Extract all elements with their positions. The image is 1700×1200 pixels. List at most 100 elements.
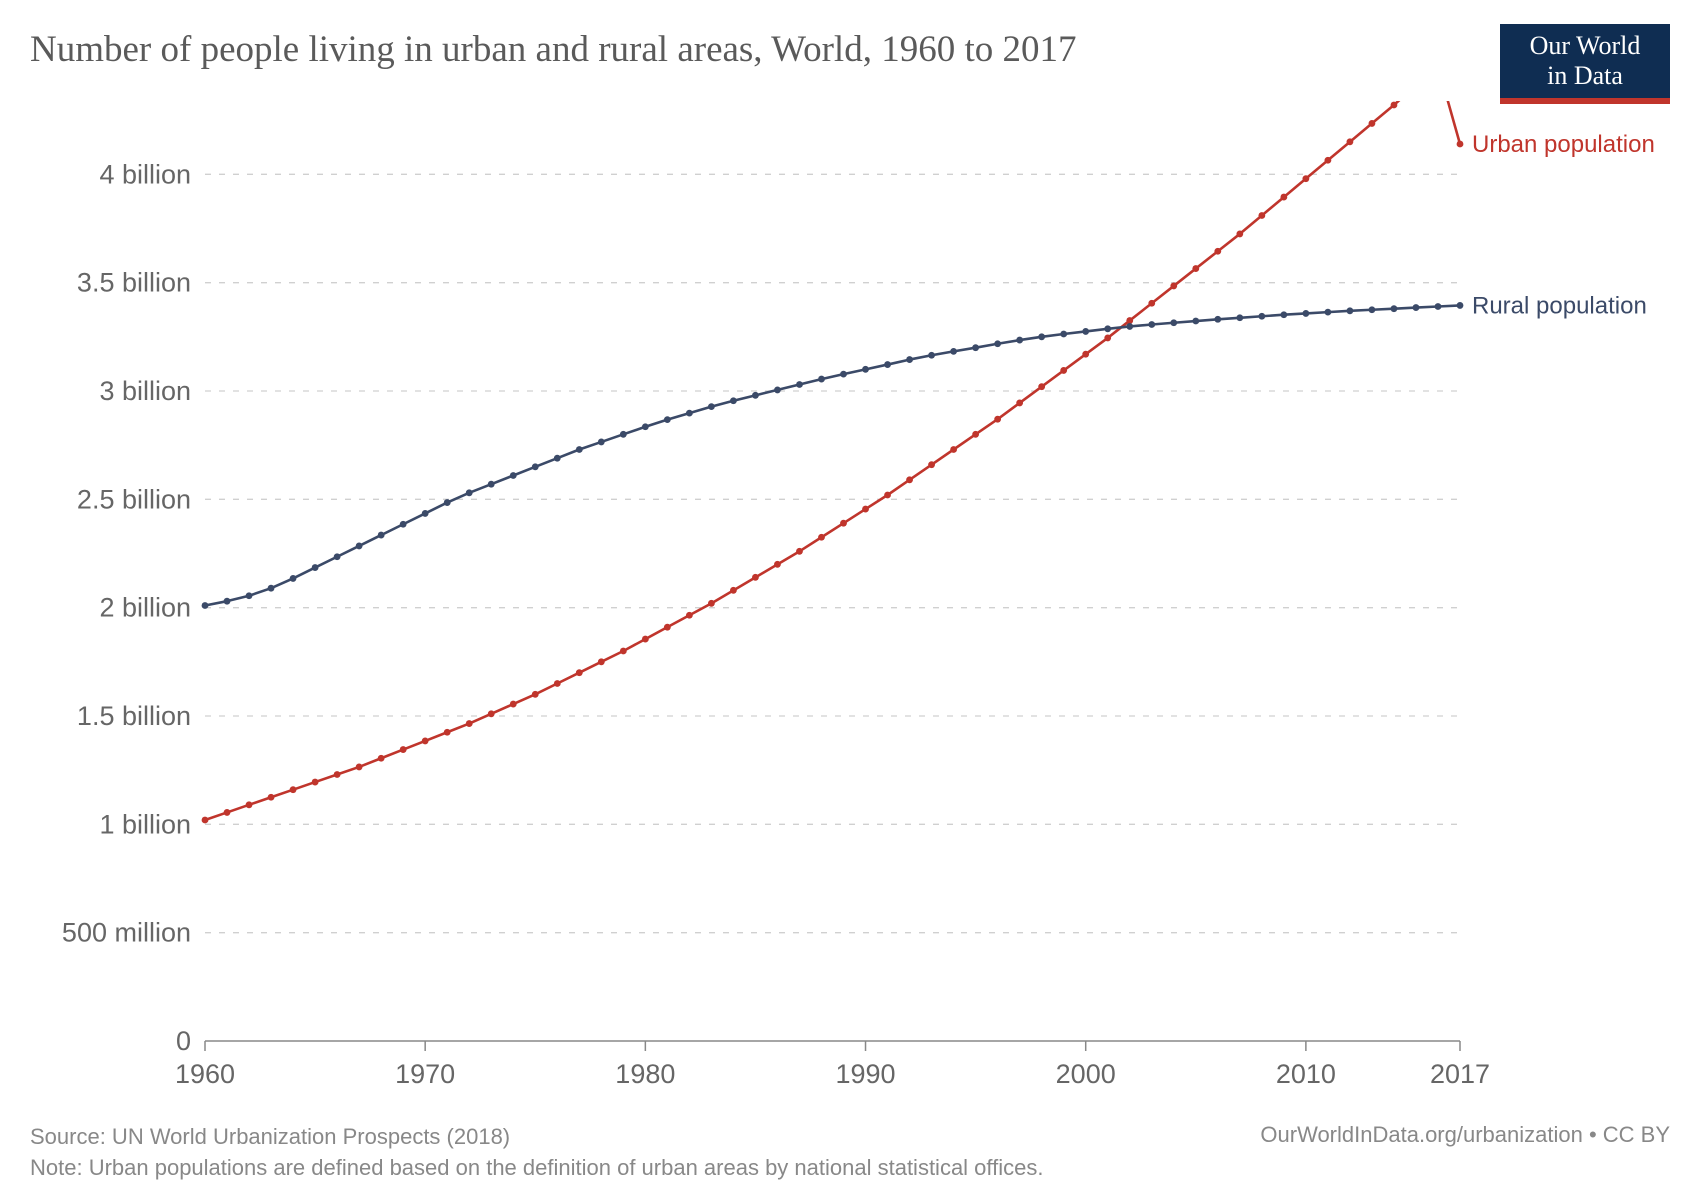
series-marker (1457, 141, 1464, 148)
series-marker (466, 489, 473, 496)
series-marker (972, 431, 979, 438)
series-marker (312, 779, 319, 786)
series-marker (1324, 309, 1331, 316)
series-marker (1038, 383, 1045, 390)
series-marker (1082, 328, 1089, 335)
series-marker (224, 809, 231, 816)
series-marker (202, 817, 209, 824)
series-marker (884, 492, 891, 499)
series-marker (202, 602, 209, 609)
series-marker (972, 344, 979, 351)
y-tick-label: 500 million (62, 918, 191, 948)
series-marker (400, 746, 407, 753)
y-tick-label: 2.5 billion (77, 484, 191, 514)
series-marker (268, 794, 275, 801)
series-marker (290, 575, 297, 582)
series-marker (510, 701, 517, 708)
line-chart-svg: 0500 million1 billion1.5 billion2 billio… (30, 101, 1670, 1111)
series-marker (730, 587, 737, 594)
series-marker (1126, 317, 1133, 324)
series-marker (1302, 310, 1309, 317)
series-marker (532, 691, 539, 698)
series-marker (1302, 175, 1309, 182)
series-marker (1435, 303, 1442, 310)
series-marker (708, 403, 715, 410)
series-marker (488, 710, 495, 717)
series-marker (862, 366, 869, 373)
series-marker (1280, 311, 1287, 318)
series-marker (246, 801, 253, 808)
series-marker (1214, 316, 1221, 323)
series-marker (1324, 157, 1331, 164)
series-marker (488, 481, 495, 488)
series-marker (1016, 400, 1023, 407)
series-marker (1258, 313, 1265, 320)
series-marker (1214, 248, 1221, 255)
series-marker (1192, 265, 1199, 272)
series-marker (466, 720, 473, 727)
series-marker (356, 764, 363, 771)
series-marker (950, 348, 957, 355)
y-tick-label: 1.5 billion (77, 701, 191, 731)
x-tick-label: 2000 (1056, 1059, 1116, 1089)
y-tick-label: 3.5 billion (77, 268, 191, 298)
series-marker (1104, 335, 1111, 342)
x-tick-label: 2017 (1430, 1059, 1490, 1089)
series-marker (686, 410, 693, 417)
x-tick-label: 2010 (1276, 1059, 1336, 1089)
series-marker (334, 553, 341, 560)
series-marker (620, 648, 627, 655)
series-marker (818, 376, 825, 383)
series-marker (554, 680, 561, 687)
series-marker (1236, 314, 1243, 321)
series-marker (1038, 333, 1045, 340)
series-marker (1457, 302, 1464, 309)
series-marker (994, 340, 1001, 347)
series-marker (928, 461, 935, 468)
series-marker (862, 506, 869, 513)
series-marker (730, 397, 737, 404)
series-marker (532, 463, 539, 470)
series-marker (1391, 102, 1398, 109)
footer-left: Source: UN World Urbanization Prospects … (30, 1122, 1043, 1184)
series-marker (840, 520, 847, 527)
series-marker (950, 446, 957, 453)
series-marker (246, 592, 253, 599)
series-marker (1391, 305, 1398, 312)
series-marker (664, 416, 671, 423)
series-marker (1369, 306, 1376, 313)
series-marker (598, 658, 605, 665)
series-marker (1347, 138, 1354, 145)
logo-line1: Our World (1500, 31, 1670, 61)
series-marker (906, 476, 913, 483)
series-marker (796, 381, 803, 388)
series-marker (620, 431, 627, 438)
footer-attribution: OurWorldInData.org/urbanization • CC BY (1260, 1122, 1670, 1148)
series-marker (1170, 283, 1177, 290)
series-marker (1369, 120, 1376, 127)
series-marker (994, 416, 1001, 423)
x-tick-label: 1960 (175, 1059, 235, 1089)
series-marker (796, 548, 803, 555)
footer-source: Source: UN World Urbanization Prospects … (30, 1122, 1043, 1153)
chart-container: Number of people living in urban and rur… (0, 0, 1700, 1200)
series-marker (1104, 325, 1111, 332)
y-tick-label: 1 billion (99, 809, 191, 839)
series-marker (510, 472, 517, 479)
series-marker (444, 729, 451, 736)
x-tick-label: 1990 (835, 1059, 895, 1089)
x-tick-label: 1970 (395, 1059, 455, 1089)
series-marker (1126, 323, 1133, 330)
footer: Source: UN World Urbanization Prospects … (30, 1122, 1670, 1184)
series-marker (1148, 321, 1155, 328)
series-marker (1347, 307, 1354, 314)
series-marker (1258, 212, 1265, 219)
series-marker (554, 455, 561, 462)
series-marker (312, 564, 319, 571)
series-marker (1192, 318, 1199, 325)
y-tick-label: 0 (176, 1026, 191, 1056)
series-marker (1413, 304, 1420, 311)
series-marker (378, 755, 385, 762)
series-marker (752, 392, 759, 399)
series-marker (1060, 331, 1067, 338)
